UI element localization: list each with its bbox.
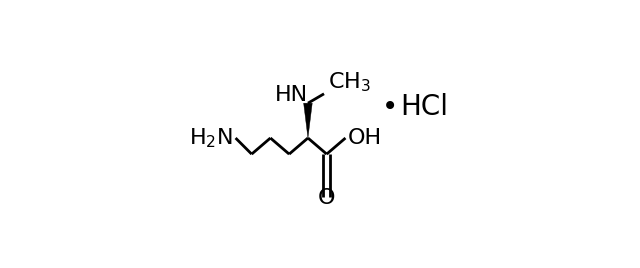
Polygon shape: [303, 103, 312, 138]
Text: •: •: [381, 93, 398, 121]
Text: CH$_3$: CH$_3$: [328, 70, 371, 94]
Text: O: O: [318, 188, 335, 208]
Text: HCl: HCl: [401, 93, 449, 121]
Text: OH: OH: [348, 128, 382, 148]
Text: H$_2$N: H$_2$N: [189, 126, 233, 150]
Text: HN: HN: [275, 85, 308, 105]
